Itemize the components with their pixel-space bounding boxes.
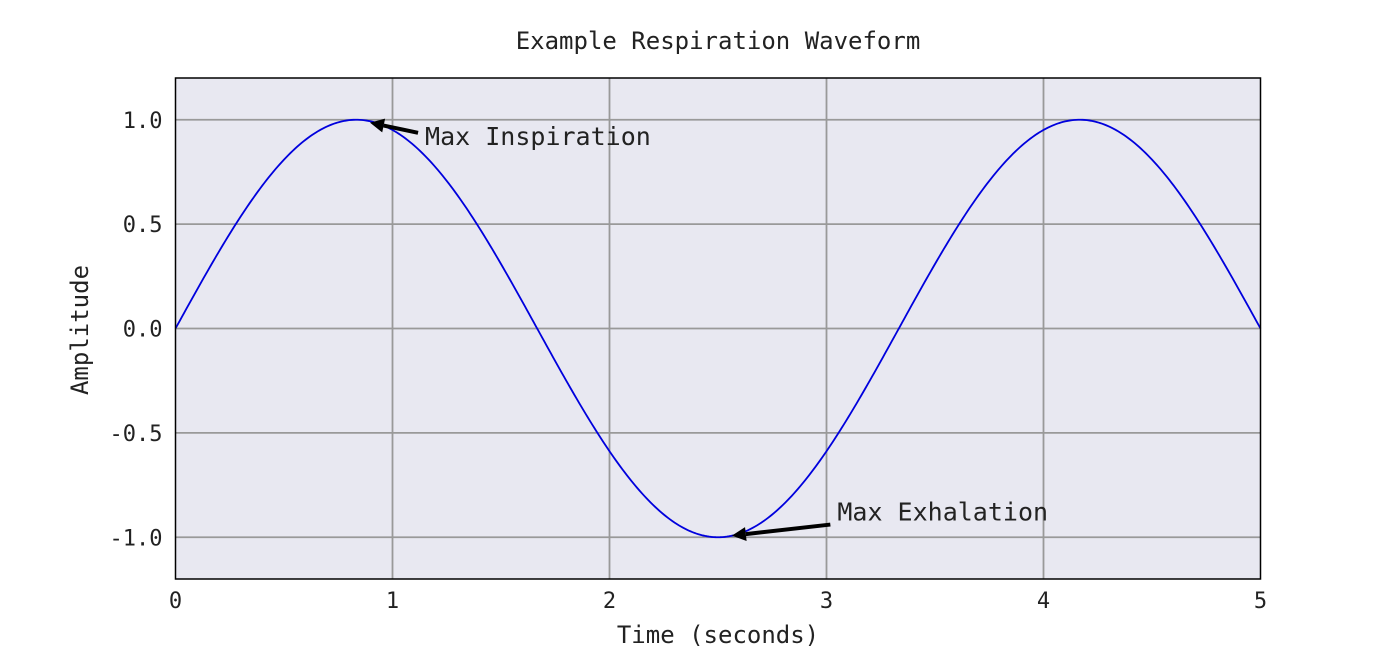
y-tick-label: 0.0 (123, 318, 163, 343)
x-tick-label: 5 (1254, 589, 1267, 614)
series-line (174, 118, 1262, 539)
series-layer (174, 118, 1262, 539)
plot-frame (174, 77, 1262, 580)
chart-title: Example Respiration Waveform (516, 27, 921, 55)
x-tick-label: 2 (603, 589, 616, 614)
x-tick-label: 3 (820, 589, 833, 614)
x-axis-label: Time (seconds) (617, 621, 819, 649)
annotation-arrow-shaft (383, 123, 419, 135)
y-tick-label: 0.5 (123, 213, 163, 238)
x-tick-label: 0 (169, 589, 182, 614)
annotation-max-exhalation: Max Exhalation (837, 498, 1048, 527)
annotation-arrow-shaft (745, 522, 831, 537)
x-tick-label: 1 (386, 589, 399, 614)
annotation-arrow-head (369, 118, 386, 133)
grid-lines (175, 78, 1261, 579)
y-tick-label: -0.5 (110, 422, 163, 447)
tick-labels: 0 1 2 3 4 5 1.0 0.5 0.0 -0.5 -1.0 (110, 109, 1268, 614)
y-axis-label: Amplitude (66, 265, 94, 395)
annotation-max-inspiration: Max Inspiration (425, 122, 651, 151)
y-tick-label: -1.0 (110, 526, 163, 551)
annotation-arrow-head (731, 527, 747, 542)
annotations: Max Inspiration Max Exhalation (369, 118, 1048, 542)
x-tick-label: 4 (1037, 589, 1050, 614)
y-tick-label: 1.0 (123, 109, 163, 134)
